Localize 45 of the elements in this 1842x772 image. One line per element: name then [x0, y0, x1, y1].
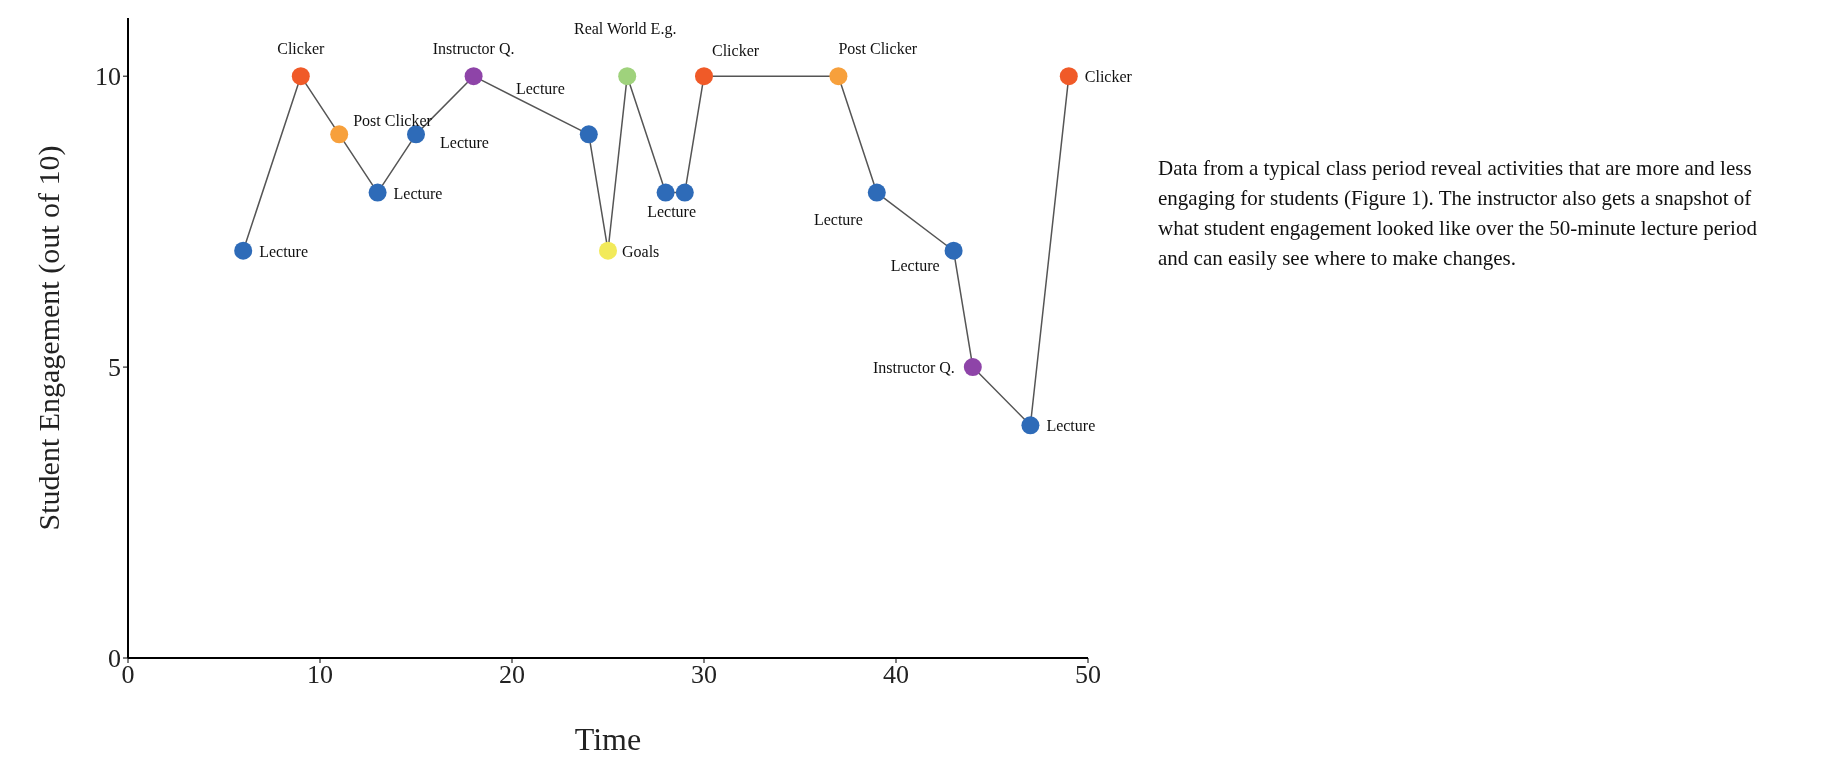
point	[867, 183, 886, 202]
point	[656, 183, 675, 202]
x-tick-label: 10	[307, 660, 333, 690]
data-label: Lecture	[515, 80, 565, 98]
data-label: Real World E.g.	[574, 20, 677, 39]
y-axis-title: Student Engagement (out of 10)	[31, 145, 66, 531]
point	[1059, 67, 1078, 86]
data-label: Clicker	[712, 42, 760, 60]
data-label: Goals	[622, 242, 660, 260]
x-axis-title: Time	[574, 721, 642, 757]
x-tick-label: 30	[691, 660, 717, 690]
data-label: Post Clicker	[838, 40, 918, 58]
data-label: Clicker	[1084, 68, 1133, 86]
data-label: Lecture	[1046, 417, 1096, 435]
text: Data from a typical class period reveal activities that are more and less engaging for students (Figure 1). The instructor also gets a snapshot of what student engagement looked like over the 50-minute lecture period and can easily see where to make changes.	[1158, 155, 1758, 272]
data-label: Instructor Q.	[873, 359, 955, 377]
y-tick-label: 10	[95, 62, 121, 92]
point	[330, 125, 349, 144]
data-label: Lecture	[890, 256, 940, 274]
data-label: Lecture	[647, 202, 697, 220]
point	[944, 241, 963, 260]
point	[618, 67, 637, 86]
point	[675, 183, 694, 202]
x-tick-label: 20	[499, 660, 525, 690]
point	[234, 241, 253, 260]
x-tick-label: 50	[1075, 660, 1101, 690]
point	[579, 125, 598, 144]
point	[368, 183, 387, 202]
y-tick-label: 5	[108, 353, 121, 383]
point	[829, 67, 848, 86]
x-tick-label: 40	[883, 660, 909, 690]
point	[963, 358, 982, 377]
data-label: Lecture	[393, 184, 443, 202]
data-label: Clicker	[277, 40, 326, 58]
data-label: Lecture	[440, 134, 489, 152]
data-label: Lecture	[813, 210, 863, 228]
point	[1021, 416, 1040, 435]
data-label: Instructor Q.	[432, 40, 515, 58]
point	[464, 67, 483, 86]
point	[695, 67, 713, 86]
point	[407, 125, 425, 144]
data-label: Lecture	[259, 242, 309, 260]
point	[599, 241, 617, 260]
point	[291, 67, 310, 86]
data-label: Post Clicker	[353, 112, 433, 130]
